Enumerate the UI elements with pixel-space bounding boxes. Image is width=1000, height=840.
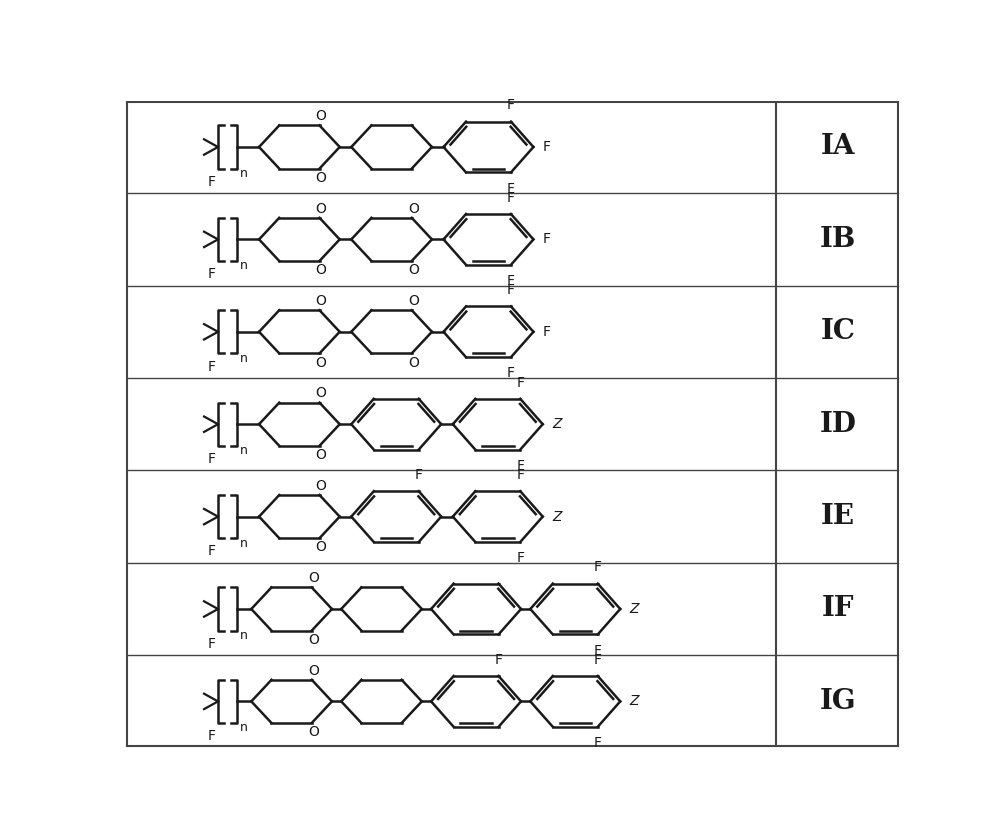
Text: n: n [240,167,248,180]
Text: IE: IE [821,503,855,530]
Text: O: O [308,664,319,678]
Text: F: F [208,452,216,466]
Text: F: F [507,274,515,288]
Text: O: O [316,263,327,277]
Text: O: O [316,386,327,401]
Text: F: F [543,233,551,246]
Text: O: O [316,355,327,370]
Text: F: F [208,637,216,651]
Text: O: O [316,479,327,493]
Text: O: O [408,355,419,370]
Text: Z: Z [552,417,562,431]
Text: Z: Z [552,510,562,523]
Text: F: F [516,468,524,482]
Text: F: F [516,459,524,473]
Text: Z: Z [630,602,639,616]
Text: F: F [594,560,602,575]
Text: n: n [240,444,248,457]
Text: F: F [594,653,602,667]
Text: F: F [415,468,423,482]
Text: O: O [308,725,319,739]
Text: O: O [408,294,419,308]
Text: F: F [208,175,216,189]
Text: O: O [316,109,327,123]
Text: F: F [208,360,216,374]
Text: IA: IA [821,134,855,160]
Text: F: F [208,267,216,281]
Text: F: F [516,375,524,390]
Text: F: F [208,544,216,559]
Text: n: n [240,352,248,365]
Text: O: O [316,202,327,216]
Text: O: O [408,202,419,216]
Text: O: O [308,633,319,647]
Text: IF: IF [822,596,854,622]
Text: F: F [507,181,515,196]
Text: F: F [495,653,503,667]
Text: F: F [543,325,551,339]
Text: IG: IG [820,688,856,715]
Text: ID: ID [820,411,856,438]
Text: F: F [507,283,515,297]
Text: O: O [408,263,419,277]
Text: n: n [240,629,248,642]
Text: O: O [316,448,327,462]
Text: O: O [308,571,319,585]
Text: F: F [507,191,515,205]
Text: F: F [543,140,551,154]
Text: F: F [208,729,216,743]
Text: F: F [516,551,524,565]
Text: O: O [316,540,327,554]
Text: n: n [240,537,248,549]
Text: F: F [507,366,515,381]
Text: F: F [594,643,602,658]
Text: n: n [240,260,248,272]
Text: O: O [316,171,327,185]
Text: IC: IC [821,318,855,345]
Text: IB: IB [820,226,856,253]
Text: O: O [316,294,327,308]
Text: F: F [507,98,515,113]
Text: F: F [594,736,602,750]
Text: Z: Z [630,695,639,708]
Text: n: n [240,722,248,734]
